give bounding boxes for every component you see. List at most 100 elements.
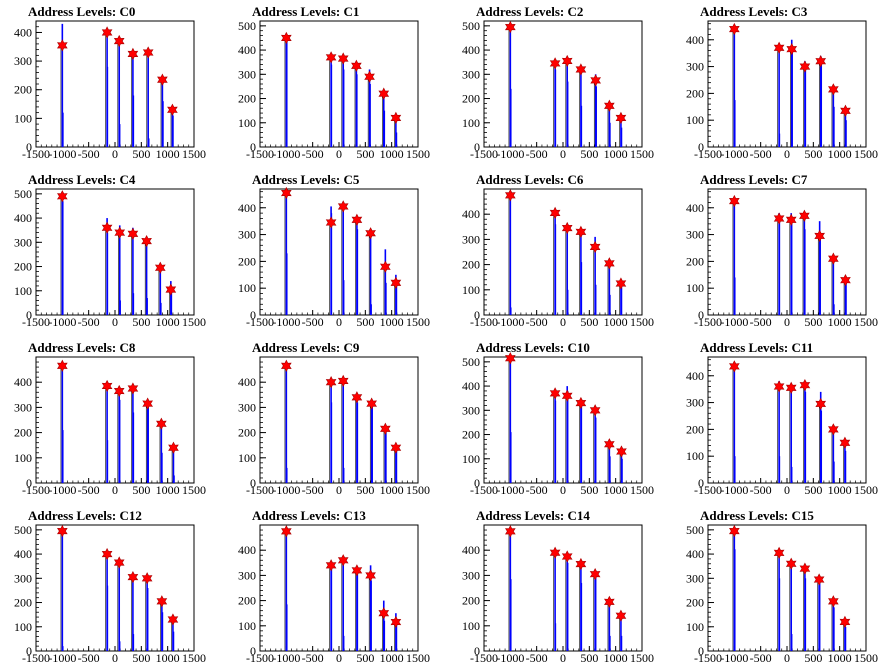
x-tick-label: -1000: [496, 651, 524, 665]
y-tick-label: 0: [250, 140, 256, 154]
x-tick-label: 500: [132, 651, 150, 665]
y-tick-label: 500: [14, 523, 32, 537]
peak-star-marker: [505, 189, 516, 202]
x-tick-label: -1500: [22, 147, 50, 161]
chart-svg: 0 100 200 300 400 -1500-1000 -500 0 500 1000 1500: [686, 356, 878, 497]
x-tick-label: -1000: [272, 315, 300, 329]
peak-star-marker: [390, 441, 402, 454]
y-tick-label: 300: [686, 228, 704, 242]
peak-star-marker: [142, 46, 154, 59]
x-tick-label: 1000: [604, 315, 628, 329]
x-tick-label: 500: [132, 147, 150, 161]
peak-star-marker: [549, 206, 561, 220]
peak-star-marker: [549, 546, 561, 559]
peak-star-marker: [390, 615, 402, 629]
x-tick-label: -500: [526, 147, 548, 161]
peak-star-marker: [589, 240, 601, 254]
peak-star-marker: [156, 417, 167, 430]
y-tick-label: 400: [462, 543, 480, 557]
peak-star-marker: [365, 569, 376, 582]
x-tick-label: 500: [804, 483, 822, 497]
peak-star-marker: [57, 359, 68, 372]
y-tick-label: 400: [462, 43, 480, 57]
x-tick-label: 500: [580, 147, 598, 161]
y-tick-label: 300: [462, 67, 480, 81]
x-tick-label: 500: [356, 147, 374, 161]
chart-svg: 0 100 200 300 400 -1500-1000 -500 0 500 1000 1500: [462, 188, 654, 329]
peak-star-marker: [351, 213, 363, 226]
x-tick-label: 0: [560, 315, 566, 329]
x-tick-label: -1500: [22, 651, 50, 665]
y-tick-label: 100: [686, 620, 704, 634]
x-tick-label: -1500: [246, 483, 274, 497]
peak-star-marker: [729, 194, 740, 208]
peak-star-marker: [113, 384, 125, 398]
y-tick-label: 200: [238, 426, 256, 440]
x-tick-label: -1500: [246, 315, 274, 329]
peak-star-marker: [351, 391, 363, 404]
x-tick-label: 0: [560, 651, 566, 665]
y-tick-label: 200: [686, 422, 704, 436]
y-tick-label: 0: [26, 308, 32, 322]
y-tick-label: 300: [462, 568, 480, 582]
y-tick-label: 100: [686, 281, 704, 295]
x-tick-label: 1500: [854, 483, 878, 497]
peak-star-marker: [561, 550, 573, 563]
chart-title: Address Levels: C9: [252, 340, 360, 355]
y-tick-label: 400: [462, 207, 480, 221]
x-tick-label: 1000: [380, 147, 404, 161]
x-tick-label: 500: [804, 147, 822, 161]
x-tick-label: 1500: [630, 483, 654, 497]
y-tick-label: 300: [238, 228, 256, 242]
peak-star-marker: [113, 556, 125, 569]
x-tick-label: 1500: [854, 147, 878, 161]
y-tick-label: 0: [474, 644, 480, 658]
chart-svg: 0 100 200 300 400 500 -1500-1000 -500 0 500 1000 15…: [238, 19, 430, 161]
peak-star-marker: [814, 229, 825, 243]
y-tick-label: 200: [238, 254, 256, 268]
peak-star-marker: [813, 573, 825, 586]
y-tick-label: 100: [462, 619, 480, 633]
chart-svg: 0 100 200 300 400 -1500-1000 -500 0 500 1000 1500: [14, 356, 206, 497]
y-tick-label: 100: [14, 451, 32, 465]
x-tick-label: 0: [336, 147, 342, 161]
peak-star-marker: [281, 186, 292, 200]
x-tick-label: -1000: [496, 483, 524, 497]
x-tick-label: 1000: [604, 147, 628, 161]
y-tick-label: 300: [686, 571, 704, 585]
x-tick-label: -500: [302, 147, 324, 161]
peak-star-marker: [799, 60, 811, 73]
y-tick-label: 200: [686, 254, 704, 268]
x-tick-label: -500: [750, 483, 772, 497]
y-tick-label: 100: [462, 283, 480, 297]
y-tick-label: 200: [462, 428, 480, 442]
peak-star-marker: [364, 70, 375, 83]
peak-star-marker: [604, 99, 615, 112]
peak-star-marker: [575, 63, 587, 76]
peak-star-marker: [57, 524, 68, 538]
peak-star-marker: [113, 34, 125, 48]
peak-star-marker: [828, 595, 839, 608]
x-tick-label: -1000: [48, 483, 76, 497]
peak-star-marker: [785, 213, 797, 226]
peak-star-marker: [773, 212, 785, 225]
peak-star-marker: [154, 261, 166, 274]
x-tick-label: -1000: [272, 651, 300, 665]
peak-star-marker: [549, 57, 561, 70]
chart-title: Address Levels: C14: [476, 508, 590, 523]
chart-svg: 0 100 200 300 400 -1500-1000 -500 0 500 1000 1500: [686, 188, 878, 329]
chart-svg: 0 100 200 300 400 -1500-1000 -500 0 500 1000 1500: [686, 20, 878, 161]
chart-title: Address Levels: C6: [476, 172, 584, 187]
x-tick-label: -1500: [470, 651, 498, 665]
peak-star-marker: [57, 190, 68, 203]
peak-star-marker: [380, 260, 391, 273]
peak-star-marker: [141, 234, 152, 248]
x-tick-label: -1500: [246, 147, 274, 161]
peak-star-marker: [589, 567, 601, 581]
peak-star-marker: [380, 422, 391, 435]
x-tick-label: -500: [526, 315, 548, 329]
peak-star-marker: [839, 615, 851, 629]
y-tick-label: 400: [14, 547, 32, 561]
chart-panel: 0 100 200 300 400 -1500 -1000 -500 0 500 1000 1500 A…: [672, 0, 896, 168]
chart-panel: 0 100 200 300 400 -1500 -1000 -500 0 500 1000 1500 A…: [448, 168, 672, 336]
